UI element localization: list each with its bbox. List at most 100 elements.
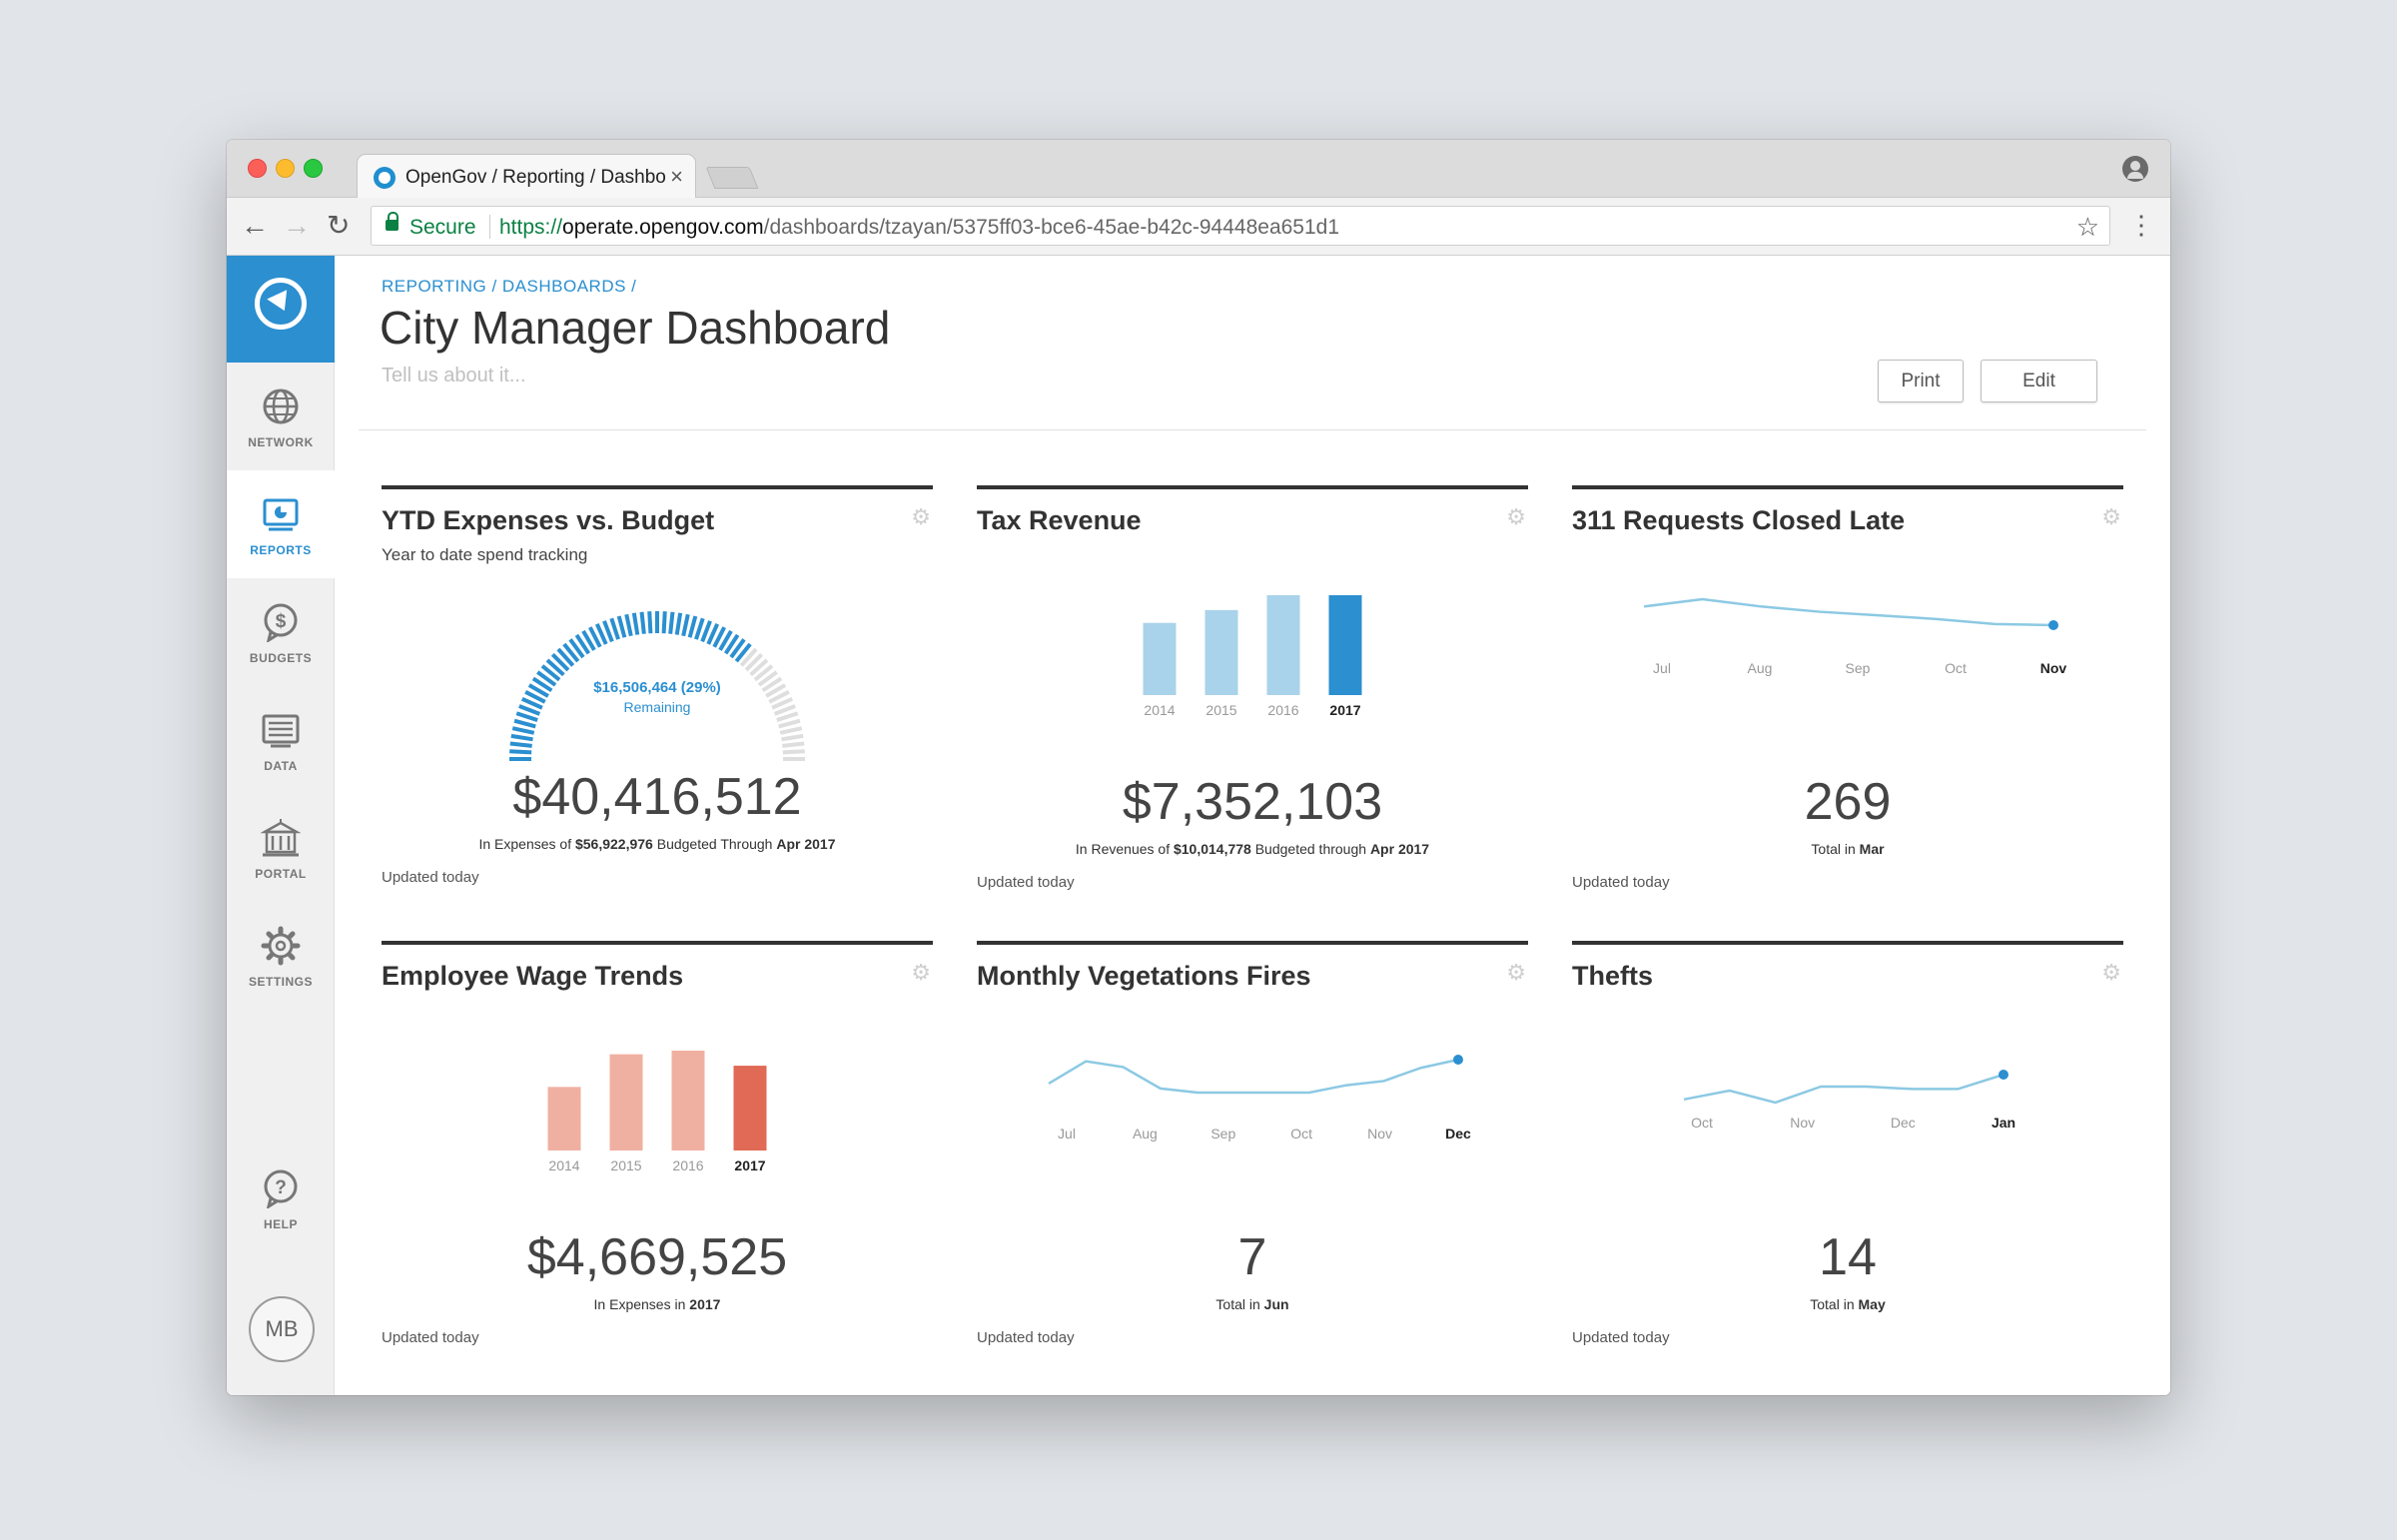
maximize-window-button[interactable] — [304, 159, 323, 178]
card-settings-gear-icon[interactable]: ⚙ — [2101, 960, 2121, 985]
card-subtitle: Year to date spend tracking — [382, 545, 588, 564]
gauge-tick — [631, 612, 640, 635]
sidebar-item-help[interactable]: ? HELP — [227, 1145, 335, 1252]
gauge-tick — [771, 696, 794, 710]
browser-tab[interactable]: OpenGov / Reporting / Dashbo × — [357, 154, 696, 199]
tab-close-icon[interactable]: × — [670, 164, 683, 189]
bar-2015[interactable] — [609, 1054, 643, 1151]
caption-bold: 2017 — [689, 1296, 721, 1312]
gauge-tick — [778, 718, 801, 729]
latest-point[interactable] — [2048, 620, 2058, 630]
sidebar-item-data[interactable]: DATA — [227, 686, 335, 794]
forward-arrow-icon[interactable]: → — [283, 210, 311, 241]
minimize-window-button[interactable] — [276, 159, 295, 178]
gauge-tick — [511, 726, 535, 735]
axis-tick-label: Oct — [1290, 1126, 1312, 1142]
card-value: 14 — [1819, 1228, 1877, 1286]
caption-bold: Apr 2017 — [776, 836, 836, 852]
card-settings-gear-icon[interactable]: ⚙ — [911, 960, 931, 985]
gauge-tick — [581, 629, 596, 651]
sidebar-item-portal[interactable]: PORTAL — [227, 794, 335, 902]
bar-2017[interactable] — [733, 1066, 767, 1151]
gauge-tick — [509, 741, 532, 748]
lock-icon — [386, 212, 399, 231]
bar-2017[interactable] — [1328, 595, 1362, 695]
back-arrow-icon[interactable]: ← — [241, 210, 269, 241]
bar-2014[interactable] — [1143, 622, 1177, 695]
breadcrumb[interactable]: REPORTING / DASHBOARDS / — [382, 277, 637, 296]
gauge-tick — [734, 642, 752, 663]
card-value: $40,416,512 — [512, 768, 802, 826]
sidebar-item-budgets[interactable]: $ BUDGETS — [227, 578, 335, 686]
updated-label: Updated today — [977, 1329, 1075, 1346]
vegetation-fires-line-chart: Jul Aug Sep Oct Nov Dec — [1048, 1055, 1471, 1142]
opengov-logo[interactable] — [227, 256, 335, 363]
gauge-chart: $16,506,464 (29%) Remaining — [509, 611, 805, 761]
print-button[interactable]: Print — [1878, 360, 1964, 402]
card-value: $7,352,103 — [1122, 773, 1383, 831]
axis-tick-label: Sep — [1210, 1126, 1235, 1142]
url-scheme: https:// — [499, 216, 563, 239]
header-divider — [359, 429, 2146, 430]
card-settings-gear-icon[interactable]: ⚙ — [2101, 504, 2121, 529]
gauge-tick — [776, 711, 799, 722]
sidebar-item-label: SETTINGS — [248, 975, 313, 989]
dashboard-description-field[interactable]: Tell us about it... — [382, 365, 526, 386]
axis-tick-label: Aug — [1748, 660, 1773, 676]
gauge-tick — [739, 647, 758, 667]
gauge-tick — [515, 711, 538, 722]
latest-point[interactable] — [1998, 1070, 2008, 1080]
card-settings-gear-icon[interactable]: ⚙ — [1506, 504, 1526, 529]
gauge-tick — [765, 683, 787, 698]
sidebar-item-network[interactable]: NETWORK — [227, 363, 335, 470]
browser-menu-icon[interactable]: ⋮ — [2128, 210, 2154, 240]
gauge-tick — [681, 613, 690, 637]
close-window-button[interactable] — [248, 159, 267, 178]
url-separator — [489, 215, 490, 239]
card-caption: Total in Mar — [1572, 841, 2123, 857]
building-icon — [261, 819, 301, 857]
axis-tick-label: Oct — [1691, 1115, 1713, 1131]
gauge-tick — [700, 620, 712, 643]
bar-2015[interactable] — [1204, 609, 1238, 695]
axis-tick-label: Jul — [1058, 1126, 1076, 1142]
sidebar-item-label: BUDGETS — [249, 651, 313, 665]
gauge-tick — [761, 676, 783, 693]
card-caption: In Revenues of $10,014,778 Budgeted thro… — [977, 841, 1528, 857]
bar-2016[interactable] — [1266, 595, 1300, 695]
avatar[interactable]: MB — [249, 1296, 315, 1362]
profile-icon[interactable] — [2122, 156, 2148, 182]
updated-label: Updated today — [977, 874, 1075, 891]
sidebar-item-label: PORTAL — [255, 867, 307, 881]
gauge-tick — [674, 612, 683, 635]
card-settings-gear-icon[interactable]: ⚙ — [1506, 960, 1526, 985]
sidebar-item-reports[interactable]: REPORTS — [227, 470, 335, 578]
axis-tick-label: Sep — [1846, 660, 1871, 676]
reload-icon[interactable]: ↻ — [327, 210, 351, 241]
bookmark-star-icon[interactable]: ☆ — [2075, 212, 2099, 242]
card-311-requests: 311 Requests Closed Late ⚙ Jul Aug Sep Oct N… — [1572, 485, 2123, 925]
card-value: $4,669,525 — [526, 1228, 788, 1286]
bar-label: 2017 — [734, 1157, 765, 1173]
card-caption: In Expenses of $56,922,976 Budgeted Thro… — [382, 836, 933, 852]
bar-2014[interactable] — [547, 1087, 581, 1151]
axis-tick-label: Dec — [1891, 1115, 1916, 1131]
edit-button[interactable]: Edit — [1981, 360, 2097, 402]
sidebar-item-settings[interactable]: SETTINGS — [227, 902, 335, 1010]
new-tab-button[interactable] — [705, 167, 759, 189]
opengov-favicon-icon — [374, 167, 396, 189]
sidebar-item-label: HELP — [263, 1217, 298, 1231]
address-bar[interactable]: Secure https://operate.opengov.com/dashb… — [371, 206, 2110, 246]
caption-bold: $10,014,778 — [1173, 841, 1251, 857]
gauge-tick — [639, 611, 646, 634]
gauge-tick — [723, 633, 740, 655]
card-caption: Total in Jun — [977, 1296, 1528, 1312]
thefts-line-chart: Oct Nov Dec Jan — [1683, 1070, 2015, 1131]
url-text: https://operate.opengov.com/dashboards/t… — [499, 216, 1339, 240]
caption-bold: Apr 2017 — [1369, 841, 1430, 857]
gauge-tick — [782, 749, 805, 755]
bar-2016[interactable] — [671, 1051, 705, 1151]
caption-text: Total in — [1215, 1296, 1264, 1312]
latest-point[interactable] — [1453, 1055, 1463, 1065]
card-settings-gear-icon[interactable]: ⚙ — [911, 504, 931, 529]
